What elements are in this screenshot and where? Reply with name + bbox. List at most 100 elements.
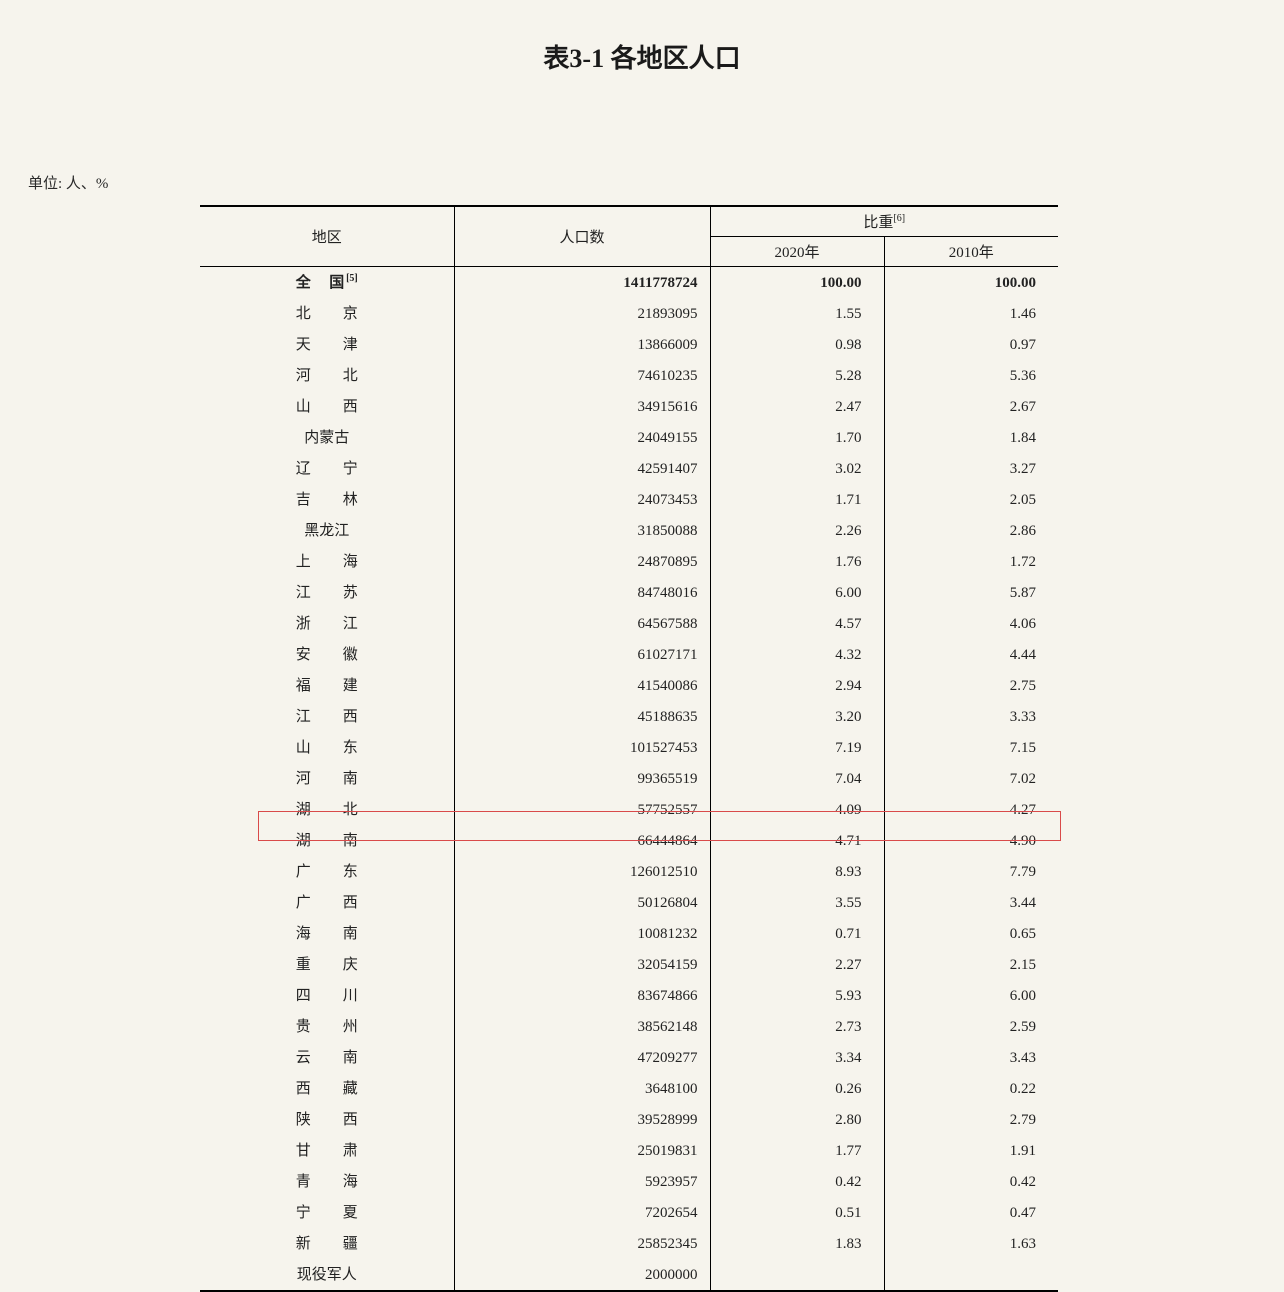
w2010-cell: 7.02 [884, 763, 1058, 794]
w2020-cell [710, 1259, 884, 1291]
table-row: 福 建415400862.942.75 [200, 670, 1058, 701]
w2020-cell: 2.80 [710, 1104, 884, 1135]
region-cell: 全 国[5] [200, 267, 454, 299]
w2020-cell: 0.51 [710, 1197, 884, 1228]
pop-cell: 99365519 [454, 763, 710, 794]
w2010-cell: 7.79 [884, 856, 1058, 887]
pop-cell: 5923957 [454, 1166, 710, 1197]
table-row: 现役军人2000000 [200, 1259, 1058, 1291]
pop-cell: 42591407 [454, 453, 710, 484]
w2010-cell: 0.42 [884, 1166, 1058, 1197]
table-row: 吉 林240734531.712.05 [200, 484, 1058, 515]
header-weight-label: 比重 [863, 215, 893, 231]
pop-cell: 31850088 [454, 515, 710, 546]
pop-cell: 10081232 [454, 918, 710, 949]
w2020-cell: 1.77 [710, 1135, 884, 1166]
w2020-cell: 3.02 [710, 453, 884, 484]
w2020-cell: 2.26 [710, 515, 884, 546]
region-cell: 内蒙古 [200, 422, 454, 453]
region-cell: 安 徽 [200, 639, 454, 670]
region-cell: 西 藏 [200, 1073, 454, 1104]
table-row: 浙 江645675884.574.06 [200, 608, 1058, 639]
w2010-cell: 0.97 [884, 329, 1058, 360]
w2020-cell: 3.20 [710, 701, 884, 732]
pop-cell: 13866009 [454, 329, 710, 360]
w2010-cell: 7.15 [884, 732, 1058, 763]
w2010-cell: 2.86 [884, 515, 1058, 546]
w2010-cell: 3.44 [884, 887, 1058, 918]
pop-cell: 74610235 [454, 360, 710, 391]
w2020-cell: 7.04 [710, 763, 884, 794]
pop-cell: 32054159 [454, 949, 710, 980]
w2020-cell: 2.27 [710, 949, 884, 980]
pop-cell: 41540086 [454, 670, 710, 701]
region-cell: 海 南 [200, 918, 454, 949]
region-cell: 甘 肃 [200, 1135, 454, 1166]
population-table: 地区 人口数 比重[6] 2020年 2010年 全 国[5]141177872… [200, 205, 1058, 1292]
region-cell: 福 建 [200, 670, 454, 701]
header-weight-group: 比重[6] [710, 206, 1058, 237]
table-row: 江 西451886353.203.33 [200, 701, 1058, 732]
w2010-cell: 4.06 [884, 608, 1058, 639]
w2020-cell: 1.71 [710, 484, 884, 515]
unit-label: 单位: 人、% [28, 172, 108, 193]
pop-cell: 64567588 [454, 608, 710, 639]
w2010-cell: 6.00 [884, 980, 1058, 1011]
w2010-cell: 1.84 [884, 422, 1058, 453]
w2020-cell: 1.83 [710, 1228, 884, 1259]
w2020-cell: 1.55 [710, 298, 884, 329]
w2020-cell: 0.26 [710, 1073, 884, 1104]
table-row: 广 西501268043.553.44 [200, 887, 1058, 918]
page-title: 表3-1 各地区人口 [0, 0, 1284, 75]
pop-cell: 101527453 [454, 732, 710, 763]
w2010-cell: 0.65 [884, 918, 1058, 949]
pop-cell: 45188635 [454, 701, 710, 732]
region-cell: 重 庆 [200, 949, 454, 980]
table-row: 西 藏36481000.260.22 [200, 1073, 1058, 1104]
w2010-cell: 4.44 [884, 639, 1058, 670]
table-row: 青 海59239570.420.42 [200, 1166, 1058, 1197]
table-row: 安 徽610271714.324.44 [200, 639, 1058, 670]
table-row: 甘 肃250198311.771.91 [200, 1135, 1058, 1166]
region-cell: 广 东 [200, 856, 454, 887]
region-cell: 云 南 [200, 1042, 454, 1073]
table-row: 江 苏847480166.005.87 [200, 577, 1058, 608]
region-cell: 现役军人 [200, 1259, 454, 1291]
table-row: 陕 西395289992.802.79 [200, 1104, 1058, 1135]
pop-cell: 83674866 [454, 980, 710, 1011]
w2010-cell: 2.67 [884, 391, 1058, 422]
header-2010: 2010年 [884, 237, 1058, 267]
table-row: 新 疆258523451.831.63 [200, 1228, 1058, 1259]
pop-cell: 2000000 [454, 1259, 710, 1291]
region-cell: 上 海 [200, 546, 454, 577]
table-row: 河 南993655197.047.02 [200, 763, 1058, 794]
table-row: 北 京218930951.551.46 [200, 298, 1058, 329]
w2020-cell: 7.19 [710, 732, 884, 763]
w2020-cell: 4.57 [710, 608, 884, 639]
header-weight-sup: [6] [893, 213, 905, 224]
region-cell: 湖 北 [200, 794, 454, 825]
region-cell: 湖 南 [200, 825, 454, 856]
pop-cell: 50126804 [454, 887, 710, 918]
w2020-cell: 8.93 [710, 856, 884, 887]
table-row: 云 南472092773.343.43 [200, 1042, 1058, 1073]
w2010-cell: 1.46 [884, 298, 1058, 329]
region-cell: 北 京 [200, 298, 454, 329]
region-cell: 江 西 [200, 701, 454, 732]
w2020-cell: 0.98 [710, 329, 884, 360]
pop-cell: 25019831 [454, 1135, 710, 1166]
pop-cell: 21893095 [454, 298, 710, 329]
population-table-wrap: 地区 人口数 比重[6] 2020年 2010年 全 国[5]141177872… [200, 205, 1058, 1292]
pop-cell: 66444864 [454, 825, 710, 856]
w2010-cell [884, 1259, 1058, 1291]
region-cell: 贵 州 [200, 1011, 454, 1042]
pop-cell: 3648100 [454, 1073, 710, 1104]
table-row: 湖 北577525574.094.27 [200, 794, 1058, 825]
w2010-cell: 2.15 [884, 949, 1058, 980]
region-cell: 浙 江 [200, 608, 454, 639]
table-row: 辽 宁425914073.023.27 [200, 453, 1058, 484]
table-row: 四 川836748665.936.00 [200, 980, 1058, 1011]
region-cell: 新 疆 [200, 1228, 454, 1259]
w2020-cell: 5.93 [710, 980, 884, 1011]
w2020-cell: 2.73 [710, 1011, 884, 1042]
